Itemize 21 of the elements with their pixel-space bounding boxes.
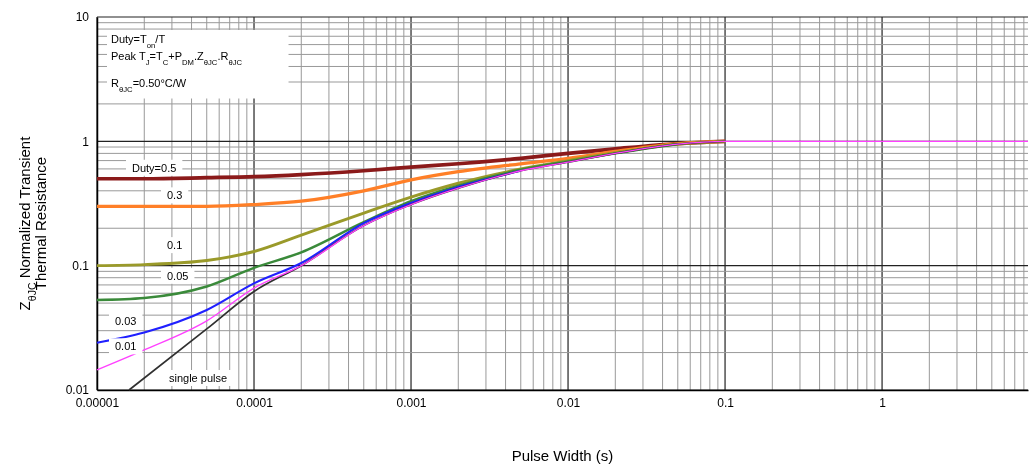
y-tick-label: 0.01 (65, 383, 90, 398)
series-label: single pulse (169, 372, 228, 384)
series-label: Duty=0.5 (132, 161, 177, 174)
x-tick-label: 0.1 (717, 395, 735, 410)
x-tick-label: 0.01 (556, 395, 581, 410)
series-label: 0.03 (115, 314, 137, 327)
series-label: 0.1 (167, 239, 183, 252)
x-tick-label: 1 (879, 395, 887, 410)
series-label: 0.01 (115, 340, 137, 353)
note-box: Duty=T$_{on}$/T Peak T$_{J}$=T$_{C}$+P$_{DM}$.Z$_{θJC}$.R$_{θJC}$ R$_{θJC}$=0.50°C/W (107, 30, 289, 99)
x-tick-label: 0.00001 (75, 395, 120, 410)
x-tick-label: 0.001 (396, 395, 427, 410)
y-tick-label: 0.1 (72, 259, 90, 274)
x-tick-label: 0.0001 (236, 395, 274, 410)
series-label: 0.05 (167, 269, 189, 282)
x-axis-title: Pulse Width (s) (511, 447, 614, 464)
series-label: 0.3 (167, 189, 183, 202)
annotation: Duty=T$_{on}$/T (111, 33, 166, 50)
y-tick-label: 10 (75, 10, 90, 25)
y-tick-label: 1 (82, 134, 90, 149)
annotation: R$_{θJC}$=0.50°C/W (111, 77, 187, 94)
